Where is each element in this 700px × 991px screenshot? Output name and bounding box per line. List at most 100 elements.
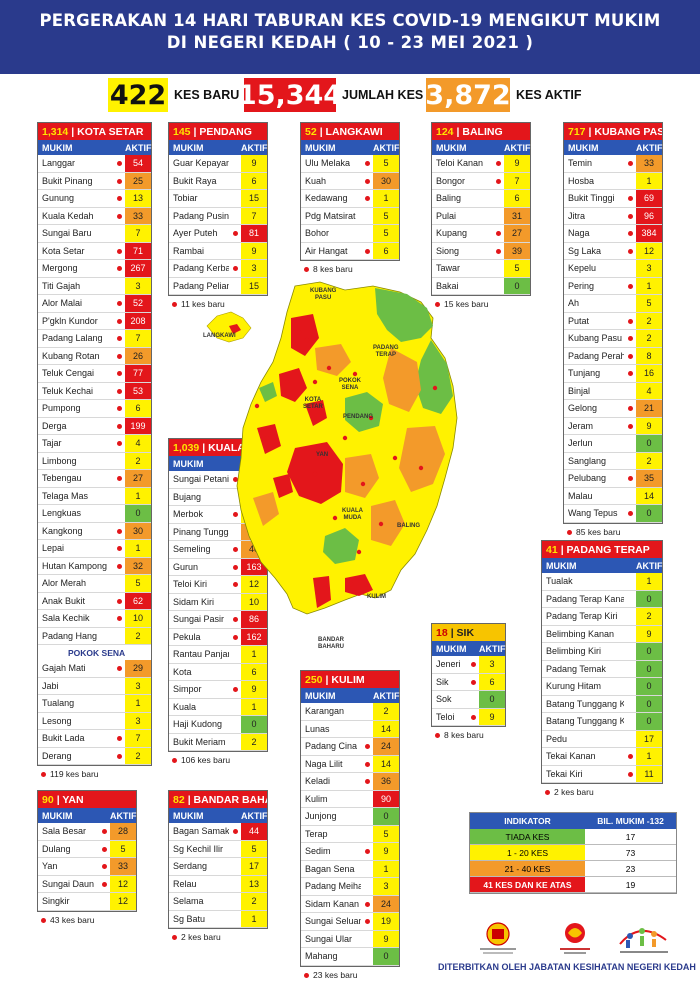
- new-case-dot-icon: [364, 744, 370, 750]
- mukim-name: Jabi: [42, 680, 59, 691]
- active-cases: 32: [125, 557, 151, 574]
- map-red-kota-setar: [291, 314, 319, 356]
- table-row: Sungai Baru 7: [38, 225, 151, 243]
- mukim-name: Singkir: [42, 896, 70, 907]
- active-cases: 12: [241, 576, 267, 593]
- table-row: Padang Meiha 3: [301, 878, 399, 896]
- mukim-name: Putat: [568, 315, 590, 326]
- table-row: P'gkln Kundor 208: [38, 312, 151, 330]
- mukim-name: Rambai: [173, 245, 205, 256]
- new-case-dot-icon: [627, 248, 633, 254]
- table-row: Teloi Kanan 9: [432, 155, 530, 173]
- active-cases: 27: [504, 225, 530, 242]
- mukim-name: Alor Merah: [42, 578, 87, 589]
- active-cases: 199: [125, 417, 151, 434]
- new-case-dot-icon: [364, 196, 370, 202]
- map-red-kulim: [345, 574, 373, 596]
- footnote-text: 2 kes baru: [554, 787, 594, 797]
- new-case-indicator: [113, 751, 125, 761]
- table-row: Limbong 2: [38, 452, 151, 470]
- map-orange-6: [253, 492, 279, 526]
- new-case-dot-icon: [232, 687, 238, 693]
- new-case-dot-icon: [232, 547, 238, 553]
- district-title: 145 | PENDANG: [169, 123, 267, 140]
- district-total: 82: [173, 793, 185, 806]
- new-case-dot-icon: [116, 423, 122, 429]
- mukim-name: Wang Tepus: [568, 508, 618, 519]
- panel-yan: 90 | YAN MUKIM AKTIF Sala Besar 28 Dulang 5 Yan 3…: [37, 790, 137, 912]
- map-langkawi-red: [229, 324, 241, 334]
- mukim-name: Sedim: [305, 846, 331, 857]
- new-case-dot-icon: [364, 248, 370, 254]
- mukim-name: Derang: [42, 750, 72, 761]
- table-row: Sala Kechik 10: [38, 610, 151, 628]
- active-cases: 4: [636, 382, 662, 399]
- column-mukim: MUKIM: [305, 690, 336, 701]
- new-case-indicator: [113, 316, 125, 326]
- active-cases: 77: [125, 365, 151, 382]
- active-cases: 0: [373, 948, 399, 965]
- table-row: Selama 2: [169, 893, 267, 911]
- active-cases: 25: [125, 172, 151, 189]
- mukim-name: Kuah: [305, 175, 327, 186]
- active-cases: 4: [125, 435, 151, 452]
- table-row: Padang Cina 24: [301, 738, 399, 756]
- new-case-dot-icon: [232, 564, 238, 570]
- active-cases: 14: [373, 720, 399, 737]
- mukim-name: Mahang: [305, 951, 338, 962]
- mukim-name: Ayer Puteh: [173, 228, 218, 239]
- table-row: Padang Hang 2: [38, 627, 151, 645]
- mukim-name: Ah: [568, 298, 580, 309]
- mukim-name: Rantau Panjang: [173, 649, 229, 660]
- new-case-indicator: [624, 158, 636, 168]
- new-case-dot-icon: [116, 406, 122, 412]
- active-cases: 39: [504, 242, 530, 259]
- mukim-name: Sungai Ular: [305, 933, 353, 944]
- new-case-dot-icon: [364, 761, 370, 767]
- new-case-indicator: [624, 769, 636, 779]
- active-cases: 3: [241, 260, 267, 277]
- active-cases: 62: [125, 592, 151, 609]
- mukim-name: Lepai: [42, 543, 65, 554]
- table-row: Bukit Meriam 2: [169, 733, 267, 751]
- table-row: Teluk Cengai 77: [38, 365, 151, 383]
- mukim-name: Teluk Kechai: [42, 385, 94, 396]
- mukim-name: Kubang Rotan: [42, 350, 100, 361]
- active-cases: 7: [125, 730, 151, 747]
- new-cases-value: 422: [108, 78, 168, 112]
- table-row: Sanglang 2: [564, 452, 662, 470]
- mukim-name: Kubang Pasu: [568, 333, 623, 344]
- district-title: 82| BANDAR BAHARU: [169, 791, 267, 808]
- table-row: Tekai Kiri 11: [542, 765, 662, 783]
- new-case-indicator: [361, 899, 373, 909]
- table-row: Padang Lalang 7: [38, 330, 151, 348]
- map-green-center: [345, 392, 383, 432]
- active-cases: 1: [125, 487, 151, 504]
- new-case-indicator: [113, 561, 125, 571]
- table-row: Putat 2: [564, 312, 662, 330]
- table-row: Tajar 4: [38, 435, 151, 453]
- table-row: Tekai Kanan 1: [542, 748, 662, 766]
- table-row: Jabi 3: [38, 677, 151, 695]
- active-cases: 7: [125, 225, 151, 242]
- table-row: Dulang 5: [38, 840, 136, 858]
- panel-bandar-baharu: 82| BANDAR BAHARU MUKIM AKTIF Bagan Samak 44…: [168, 790, 268, 929]
- mukim-name: Hosba: [568, 175, 595, 186]
- active-cases: 13: [125, 190, 151, 207]
- table-header: MUKIM AKTIF: [301, 688, 400, 703]
- new-case-indicator: [229, 562, 241, 572]
- active-cases: 2: [636, 330, 662, 347]
- mukim-name: Pelubang: [568, 473, 607, 484]
- new-case-indicator: [113, 246, 125, 256]
- new-case-dot-icon: [495, 231, 501, 237]
- table-row: Bukit Raya 6: [169, 172, 267, 190]
- mukim-name: Pedu: [546, 733, 568, 744]
- new-case-indicator: [229, 579, 241, 589]
- active-cases: 1: [636, 172, 662, 189]
- column-aktif: AKTIF: [479, 643, 506, 654]
- table-row: Kuala Kedah 33: [38, 207, 151, 225]
- moh-crest-logo: [480, 922, 516, 954]
- mukim-name: Titi Gajah: [42, 280, 81, 291]
- active-cases: 33: [636, 155, 662, 172]
- footnote-text: 2 kes baru: [181, 932, 221, 942]
